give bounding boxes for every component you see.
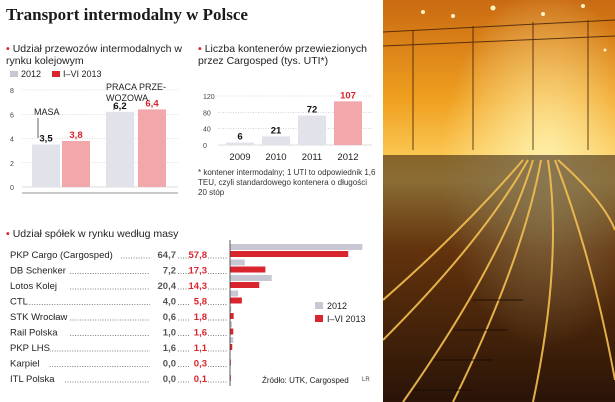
source-note: Źródło: UTK, Cargosped: [262, 376, 349, 385]
value-2013: 0,3: [194, 359, 207, 370]
bar: [226, 142, 254, 145]
bar-2012: [230, 290, 239, 297]
y-tick-label: 40: [203, 127, 211, 134]
legend-label-0: 2012: [21, 69, 41, 79]
share-chart-title: • Udział przewozów intermodalnych w rynku…: [6, 43, 182, 67]
share-chart-title-text: Udział przewozów intermodalnych w rynku …: [6, 43, 182, 67]
bar-2013: [230, 328, 234, 335]
y-tick-label: 4: [10, 137, 14, 144]
value-2012: 1,6: [163, 343, 176, 354]
bar-2012: [230, 321, 233, 328]
legend-label-2013: I–VI 2013: [327, 314, 366, 324]
value-2012: 0,0: [163, 374, 176, 385]
value-2012: 0,6: [163, 312, 176, 323]
category-label: MASA: [34, 107, 60, 117]
bar: [106, 111, 134, 187]
value-2012: 7,2: [163, 266, 176, 277]
bar-2012: [230, 337, 234, 343]
bar-2013: [230, 313, 234, 319]
y-tick-label: 8: [10, 88, 14, 95]
value-2012: 20,4: [158, 281, 177, 292]
y-tick-label: 80: [203, 110, 211, 117]
bar: [138, 109, 166, 187]
legend-swatch-1: [52, 71, 60, 77]
company-label: PKP Cargo (Cargosped): [10, 250, 113, 261]
category-label: WOZOWA: [106, 93, 148, 103]
bar-2012: [230, 306, 232, 312]
bar-2013: [230, 297, 242, 304]
legend-swatch-0: [10, 71, 18, 77]
bar-value-label: 3,5: [39, 134, 53, 145]
value-2012: 4,0: [163, 297, 176, 308]
y-tick-label: 120: [203, 94, 215, 101]
company-label: Lotos Kolej: [10, 281, 57, 292]
company-label: Rail Polska: [10, 328, 58, 339]
company-label: ITL Polska: [10, 374, 55, 385]
company-label: STK Wrocław: [10, 312, 68, 323]
x-tick-label: 2009: [229, 152, 250, 163]
bar-value-label: 6,4: [145, 98, 159, 109]
bar-2013: [230, 266, 266, 273]
bar: [334, 101, 362, 145]
value-2013: 57,8: [189, 250, 208, 261]
companies-chart-title: • Udział spółek w rynku według masy: [6, 228, 179, 240]
bar: [298, 115, 326, 145]
value-2013: 1,8: [194, 312, 207, 323]
value-2013: 1,6: [194, 328, 207, 339]
bar-2013: [230, 251, 349, 257]
bar-2012: [230, 244, 363, 250]
value-2012: 64,7: [158, 250, 177, 261]
y-tick-label: 2: [10, 161, 14, 168]
footnote: * kontener intermodalny; 1 UTI to odpowi…: [198, 168, 376, 197]
company-label: CTL: [10, 297, 28, 308]
companies-chart-title-text: Udział spółek w rynku według masy: [12, 228, 179, 240]
bar-value-label: 21: [271, 125, 282, 136]
containers-chart-title: • Liczba kontenerów przewiezionych przez …: [198, 43, 367, 67]
legend-swatch-2012: [315, 302, 323, 309]
x-tick-label: 2012: [337, 152, 358, 163]
x-tick-label: 2011: [302, 152, 322, 163]
value-2012: 1,0: [163, 328, 176, 339]
value-2013: 1,1: [194, 343, 208, 354]
company-label: DB Schenker: [10, 266, 66, 277]
page-title: Transport intermodalny w Polsce: [6, 5, 248, 24]
bar: [62, 140, 90, 187]
companies-share-chart: PKP Cargo (Cargosped) 64,7 57,8 DB Schenker…: [10, 240, 366, 386]
bar-2013: [230, 282, 260, 288]
credit-mark: LR: [362, 377, 370, 383]
y-tick-label: 6: [10, 112, 14, 119]
value-2013: 0,1: [194, 374, 208, 385]
value-2013: 5,8: [194, 297, 207, 308]
legend-label-1: I–VI 2013: [63, 69, 102, 79]
containers-chart: 0 40 80 120 6 2009 21 2010 72 2011 107 2012: [203, 90, 372, 163]
bar-value-label: 6: [237, 132, 242, 143]
bar-value-label: 107: [340, 90, 356, 101]
x-tick-label: 2010: [265, 152, 286, 163]
legend-label-2012: 2012: [327, 301, 347, 311]
railway-photo: [383, 0, 615, 402]
bar: [32, 144, 60, 187]
company-label: PKP LHS: [10, 343, 50, 354]
bar-2012: [230, 275, 272, 281]
value-2012: 0,0: [163, 359, 176, 370]
containers-chart-title-text: Liczba kontenerów przewiezionych przez C…: [198, 43, 367, 67]
bar-value-label: 3,8: [69, 130, 82, 141]
y-tick-label: 0: [203, 143, 207, 150]
y-tick-label: 0: [10, 185, 14, 192]
company-label: Karpiel: [10, 359, 40, 370]
category-label: PRACA PRZE-: [106, 82, 166, 92]
value-2013: 17,3: [189, 266, 208, 277]
value-2013: 14,3: [189, 281, 208, 292]
bar: [262, 136, 290, 145]
bar-2013: [230, 344, 233, 350]
rail-share-chart: 2012 I–VI 2013 0 2 4 6 8 3,5 6,2 3,8 6,4 MASA PRACA …: [10, 69, 178, 194]
legend-swatch-2013: [315, 315, 323, 322]
bar-2012: [230, 259, 245, 266]
bar-value-label: 6,2: [113, 101, 126, 112]
bar-value-label: 72: [307, 105, 318, 116]
